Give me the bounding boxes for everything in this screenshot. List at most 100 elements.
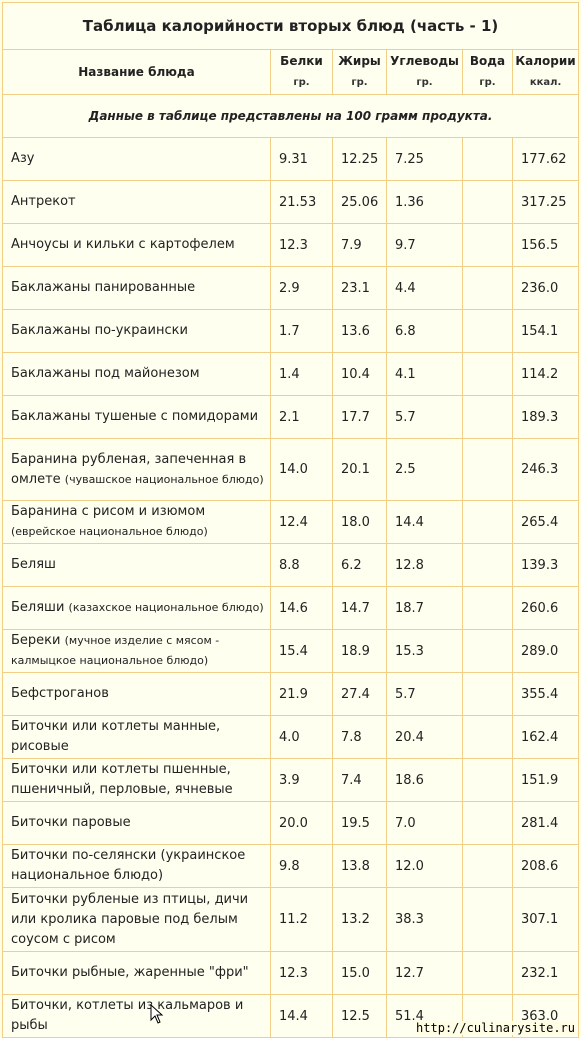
table-body: Азу 9.31 12.25 7.25 177.62 Антрекот 21.53 25.06… [2, 137, 580, 1038]
cell-fat: 13.2 [332, 887, 387, 952]
cell-fat: 25.06 [332, 180, 387, 224]
cell-fat: 6.2 [332, 543, 387, 587]
cell-fat: 15.0 [332, 951, 387, 995]
dish-note: (чувашское национальное блюдо) [64, 472, 264, 486]
cell-protein: 9.31 [270, 137, 333, 181]
cell-carbs: 7.0 [386, 801, 463, 845]
cell-protein: 2.9 [270, 266, 333, 310]
cell-fat: 13.6 [332, 309, 387, 353]
cell-water [462, 137, 513, 181]
cell-carbs: 18.6 [386, 758, 463, 802]
cell-protein: 15.4 [270, 629, 333, 673]
dish-name-text: Анчоусы и кильки с картофелем [11, 237, 235, 252]
header-calories: Калории ккал. [511, 49, 580, 95]
table-row: Баранина рубленая, запеченная в омлете (… [2, 438, 580, 501]
header-water-unit: гр. [479, 77, 496, 88]
cell-kcal: 355.4 [511, 672, 580, 716]
cell-water [462, 586, 513, 630]
cell-carbs: 14.4 [386, 500, 463, 544]
cell-kcal: 236.0 [511, 266, 580, 310]
dish-name: Биточки паровые [2, 801, 271, 845]
cell-water [462, 500, 513, 544]
cell-carbs: 15.3 [386, 629, 463, 673]
dish-name: Бефстроганов [2, 672, 271, 716]
cell-carbs: 7.25 [386, 137, 463, 181]
cell-carbs: 4.4 [386, 266, 463, 310]
cell-fat: 7.4 [332, 758, 387, 802]
cell-carbs: 38.3 [386, 887, 463, 952]
table-row: Биточки рубленые из птицы, дичи или крол… [2, 887, 580, 952]
cell-carbs: 2.5 [386, 438, 463, 501]
header-water: Вода гр. [462, 49, 513, 95]
header-calories-label: Калории [515, 54, 576, 68]
cell-water [462, 672, 513, 716]
cell-kcal: 114.2 [511, 352, 580, 396]
dish-name-text: Баклажаны тушеные с помидорами [11, 409, 259, 424]
cell-fat: 10.4 [332, 352, 387, 396]
dish-name-text: Биточки рыбные, жаренные "фри" [11, 965, 249, 980]
header-fat-unit: гр. [351, 77, 368, 88]
cell-water [462, 395, 513, 439]
cell-protein: 3.9 [270, 758, 333, 802]
header-fat-label: Жиры [338, 54, 381, 68]
cell-carbs: 5.7 [386, 672, 463, 716]
table-row: Бефстроганов 21.9 27.4 5.7 355.4 [2, 672, 580, 716]
cell-protein: 21.53 [270, 180, 333, 224]
cell-water [462, 543, 513, 587]
table-row: Биточки рыбные, жаренные "фри" 12.3 15.0 12… [2, 951, 580, 995]
cell-protein: 14.0 [270, 438, 333, 501]
dish-name: Беляши (казахское национальное блюдо) [2, 586, 271, 630]
header-calories-unit: ккал. [529, 77, 562, 88]
cell-water [462, 715, 513, 759]
dish-name-text: Баклажаны под майонезом [11, 366, 200, 381]
cell-fat: 18.0 [332, 500, 387, 544]
table-title: Таблица калорийности вторых блюд (часть … [1, 2, 580, 50]
table-row: Биточки или котлеты манные, рисовые 4.0 7.… [2, 715, 580, 759]
cell-water [462, 266, 513, 310]
cell-carbs: 18.7 [386, 586, 463, 630]
dish-name-text: Биточки рубленые из птицы, дичи или крол… [11, 891, 249, 947]
dish-name: Биточки или котлеты манные, рисовые [2, 715, 271, 759]
dish-name-text: Антрекот [11, 194, 76, 209]
cell-kcal: 177.62 [511, 137, 580, 181]
dish-name: Баклажаны под майонезом [2, 352, 271, 396]
cell-protein: 4.0 [270, 715, 333, 759]
cell-kcal: 162.4 [511, 715, 580, 759]
cell-kcal: 151.9 [511, 758, 580, 802]
dish-name-text: Биточки паровые [11, 815, 131, 830]
cell-carbs: 20.4 [386, 715, 463, 759]
dish-name: Баклажаны по-украински [2, 309, 271, 353]
table-row: Береки (мучное изделие с мясом - калмыцк… [2, 629, 580, 673]
header-carbs: Углеводы гр. [386, 49, 463, 95]
dish-note: (мучное изделие с мясом - калмыцкое наци… [11, 634, 220, 667]
dish-name: Баранина рубленая, запеченная в омлете (… [2, 438, 271, 501]
cell-carbs: 1.36 [386, 180, 463, 224]
cell-protein: 20.0 [270, 801, 333, 845]
dish-name-text: Береки [11, 633, 61, 648]
cell-kcal: 265.4 [511, 500, 580, 544]
cell-fat: 14.7 [332, 586, 387, 630]
cell-protein: 12.4 [270, 500, 333, 544]
cell-kcal: 317.25 [511, 180, 580, 224]
cell-kcal: 289.0 [511, 629, 580, 673]
dish-name: Беляш [2, 543, 271, 587]
table-row: Баклажаны по-украински 1.7 13.6 6.8 154.1 [2, 309, 580, 353]
table-row: Биточки паровые 20.0 19.5 7.0 281.4 [2, 801, 580, 845]
table-row: Баранина с рисом и изюмом (еврейское нац… [2, 500, 580, 544]
cell-carbs: 12.0 [386, 844, 463, 888]
cell-fat: 7.9 [332, 223, 387, 267]
cell-carbs: 5.7 [386, 395, 463, 439]
cell-water [462, 951, 513, 995]
cell-protein: 14.6 [270, 586, 333, 630]
site-link[interactable]: http://culinarysite.ru [416, 1021, 575, 1035]
cell-fat: 12.25 [332, 137, 387, 181]
dish-name: Береки (мучное изделие с мясом - калмыцк… [2, 629, 271, 673]
cell-carbs: 12.8 [386, 543, 463, 587]
cell-kcal: 246.3 [511, 438, 580, 501]
dish-name-text: Баранина рубленая, запеченная в омлете [11, 451, 247, 487]
header-carbs-unit: гр. [416, 77, 433, 88]
dish-name-text: Баклажаны панированные [11, 280, 196, 295]
dish-name-text: Биточки по-селянски (украинское национал… [11, 848, 246, 883]
dish-name: Биточки рубленые из птицы, дичи или крол… [2, 887, 271, 952]
dish-name: Баклажаны тушеные с помидорами [2, 395, 271, 439]
